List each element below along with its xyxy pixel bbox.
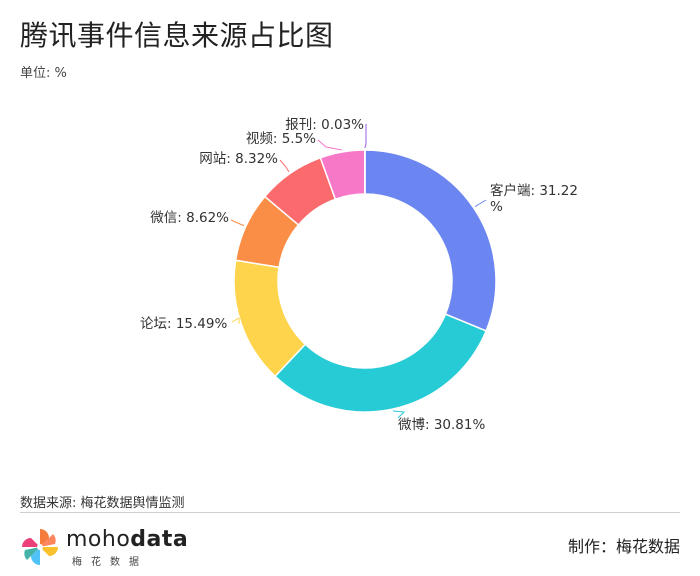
donut-chart: 客户端: 31.22 % 微博: 30.81% 论坛: 15.49% 微信: 8.62%…	[140, 117, 578, 433]
brand-name: mohodata	[66, 527, 188, 552]
labels-group: 客户端: 31.22 % 微博: 30.81% 论坛: 15.49% 微信: 8.62%…	[140, 117, 578, 433]
data-label-1: 微博: 30.81%	[398, 416, 485, 433]
leader-line-0	[475, 199, 487, 208]
leader-lines-group	[230, 124, 487, 419]
leader-line-2	[231, 317, 240, 324]
data-label-3: 微信: 8.62%	[150, 210, 229, 226]
data-label-2: 论坛: 15.49%	[140, 316, 227, 332]
chart-title: 腾讯事件信息来源占比图	[20, 19, 334, 52]
brand-name-prefix: moho	[66, 527, 131, 552]
brand-name-suffix: data	[130, 527, 189, 552]
leader-line-4	[279, 159, 290, 173]
brand-logo: mohodata 梅花数据	[20, 523, 188, 569]
data-label-0: 客户端: 31.22%	[490, 182, 578, 215]
brand-subtitle: 梅花数据	[72, 557, 148, 568]
data-label-6: 报刊: 0.03%	[285, 117, 364, 133]
data-source: 数据来源: 梅花数据舆情监测	[20, 496, 185, 511]
pinwheel-logo-icon	[22, 529, 58, 565]
data-label-5: 视频: 5.5%	[246, 131, 316, 147]
leader-line-6	[364, 124, 367, 149]
leader-line-1	[392, 410, 406, 419]
leader-line-3	[230, 219, 245, 227]
maker-credit: 制作：梅花数据	[567, 537, 680, 556]
slice-1	[274, 313, 488, 413]
unit-label: 单位: %	[20, 66, 67, 81]
slices-group	[233, 149, 497, 413]
slice-0	[364, 149, 497, 332]
data-label-4: 网站: 8.32%	[199, 151, 278, 167]
footer-divider	[20, 512, 680, 513]
leader-line-5	[317, 139, 342, 151]
